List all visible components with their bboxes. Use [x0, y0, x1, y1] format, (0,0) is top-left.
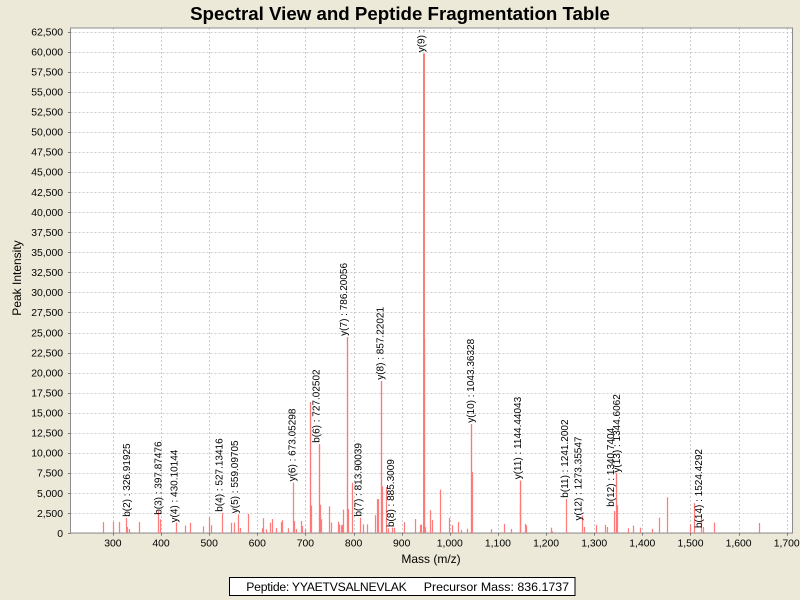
svg-text:27,500: 27,500 — [31, 308, 63, 319]
svg-text:y(12) : 1273.35547: y(12) : 1273.35547 — [573, 436, 584, 520]
svg-text:32,500: 32,500 — [31, 268, 63, 279]
svg-text:b(6) : 727.02502: b(6) : 727.02502 — [311, 369, 322, 443]
svg-text:2,500: 2,500 — [37, 509, 63, 520]
svg-text:55,000: 55,000 — [31, 88, 63, 99]
svg-text:300: 300 — [104, 539, 122, 550]
svg-text:Mass (m/z): Mass (m/z) — [401, 552, 460, 566]
svg-text:1,000: 1,000 — [437, 539, 463, 550]
svg-text:1,400: 1,400 — [629, 539, 655, 550]
svg-text:800: 800 — [345, 539, 363, 550]
svg-text:40,000: 40,000 — [31, 208, 63, 219]
svg-text:900: 900 — [393, 539, 411, 550]
svg-text:y(6) : 673.05298: y(6) : 673.05298 — [288, 408, 299, 481]
svg-text:52,500: 52,500 — [31, 108, 63, 119]
svg-text:17,500: 17,500 — [31, 389, 63, 400]
svg-text:b(14) : 1524.4292: b(14) : 1524.4292 — [694, 449, 705, 528]
svg-text:y(5) : 559.09705: y(5) : 559.09705 — [230, 440, 241, 513]
svg-text:700: 700 — [297, 539, 315, 550]
svg-text:47,500: 47,500 — [31, 148, 63, 159]
svg-text:1,200: 1,200 — [533, 539, 559, 550]
svg-text:y(4) : 430.10144: y(4) : 430.10144 — [170, 449, 181, 522]
svg-text:Peak Intensity: Peak Intensity — [10, 240, 24, 315]
svg-text:600: 600 — [249, 539, 267, 550]
svg-text:20,000: 20,000 — [31, 368, 63, 379]
svg-text:400: 400 — [152, 539, 170, 550]
svg-text:b(4) : 527.13416: b(4) : 527.13416 — [215, 438, 226, 512]
svg-text:y(9) : 947.28448: y(9) : 947.28448 — [417, 0, 428, 52]
svg-text:b(12) : 1340.7404: b(12) : 1340.7404 — [606, 427, 617, 506]
svg-text:y(7) : 786.20056: y(7) : 786.20056 — [339, 263, 350, 336]
svg-text:1,300: 1,300 — [581, 539, 607, 550]
svg-text:25,000: 25,000 — [31, 328, 63, 339]
svg-text:Peptide: YYAETVSALNEVLAK: Peptide: YYAETVSALNEVLAK — [246, 580, 406, 594]
svg-text:b(3) : 397.87476: b(3) : 397.87476 — [153, 441, 164, 515]
svg-text:10,000: 10,000 — [31, 449, 63, 460]
svg-text:0: 0 — [57, 529, 63, 540]
svg-text:30,000: 30,000 — [31, 288, 63, 299]
svg-text:b(7) : 813.90039: b(7) : 813.90039 — [354, 443, 365, 517]
svg-text:b(8) : 885.3009: b(8) : 885.3009 — [386, 459, 397, 527]
svg-text:Spectral View and Peptide Frag: Spectral View and Peptide Fragmentation … — [190, 3, 610, 24]
svg-text:1,700: 1,700 — [774, 539, 800, 550]
svg-text:y(11) : 1144.44043: y(11) : 1144.44043 — [513, 396, 524, 479]
svg-text:500: 500 — [201, 539, 219, 550]
svg-text:b(2) : 326.91925: b(2) : 326.91925 — [122, 443, 133, 517]
svg-text:60,000: 60,000 — [31, 47, 63, 58]
svg-text:62,500: 62,500 — [31, 27, 63, 38]
svg-text:12,500: 12,500 — [31, 429, 63, 440]
svg-text:37,500: 37,500 — [31, 228, 63, 239]
svg-text:Precursor Mass: 836.1737: Precursor Mass: 836.1737 — [424, 580, 569, 594]
svg-text:5,000: 5,000 — [37, 489, 63, 500]
svg-text:b(11) : 1241.2002: b(11) : 1241.2002 — [560, 419, 571, 498]
svg-text:42,500: 42,500 — [31, 188, 63, 199]
svg-text:1,100: 1,100 — [485, 539, 511, 550]
svg-text:7,500: 7,500 — [37, 469, 63, 480]
svg-text:22,500: 22,500 — [31, 348, 63, 359]
svg-text:15,000: 15,000 — [31, 409, 63, 420]
svg-text:1,600: 1,600 — [726, 539, 752, 550]
svg-text:45,000: 45,000 — [31, 168, 63, 179]
svg-text:35,000: 35,000 — [31, 248, 63, 259]
svg-text:50,000: 50,000 — [31, 128, 63, 139]
svg-text:57,500: 57,500 — [31, 67, 63, 78]
svg-text:y(13) : 1344.6062: y(13) : 1344.6062 — [612, 394, 623, 473]
svg-text:y(10) : 1043.36328: y(10) : 1043.36328 — [466, 338, 477, 422]
svg-text:y(8) : 857.22021: y(8) : 857.22021 — [376, 307, 387, 380]
svg-text:1,500: 1,500 — [677, 539, 703, 550]
